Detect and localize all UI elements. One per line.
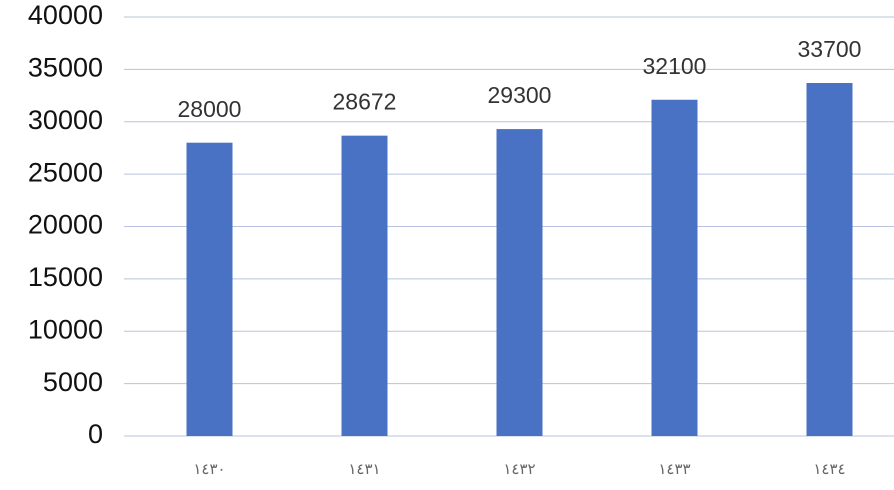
y-tick-label: 10000 bbox=[28, 314, 103, 344]
y-tick-label: 5000 bbox=[43, 367, 103, 397]
value-label: 29300 bbox=[488, 82, 552, 108]
x-tick-label: ١٤٣٣ bbox=[658, 461, 690, 478]
x-tick-label: ١٤٣١ bbox=[348, 461, 380, 478]
bar bbox=[496, 129, 543, 436]
y-tick-label: 35000 bbox=[28, 53, 103, 83]
x-tick-label: ١٤٣٢ bbox=[503, 461, 535, 478]
y-tick-label: 0 bbox=[88, 419, 103, 449]
bar bbox=[186, 142, 233, 436]
x-tick-label: ١٤٣٠ bbox=[193, 461, 225, 478]
bar bbox=[806, 82, 853, 437]
value-label: 32100 bbox=[643, 53, 707, 79]
value-label: 33700 bbox=[798, 36, 862, 62]
value-label: 28000 bbox=[178, 96, 242, 122]
y-tick-label: 30000 bbox=[28, 105, 103, 135]
y-tick-label: 15000 bbox=[28, 262, 103, 292]
bar bbox=[651, 99, 698, 436]
y-tick-label: 40000 bbox=[28, 0, 103, 30]
x-tick-label: ١٤٣٤ bbox=[813, 461, 845, 478]
y-tick-label: 25000 bbox=[28, 157, 103, 187]
value-label: 28672 bbox=[333, 89, 397, 115]
y-tick-label: 20000 bbox=[28, 210, 103, 240]
bar bbox=[341, 135, 388, 436]
